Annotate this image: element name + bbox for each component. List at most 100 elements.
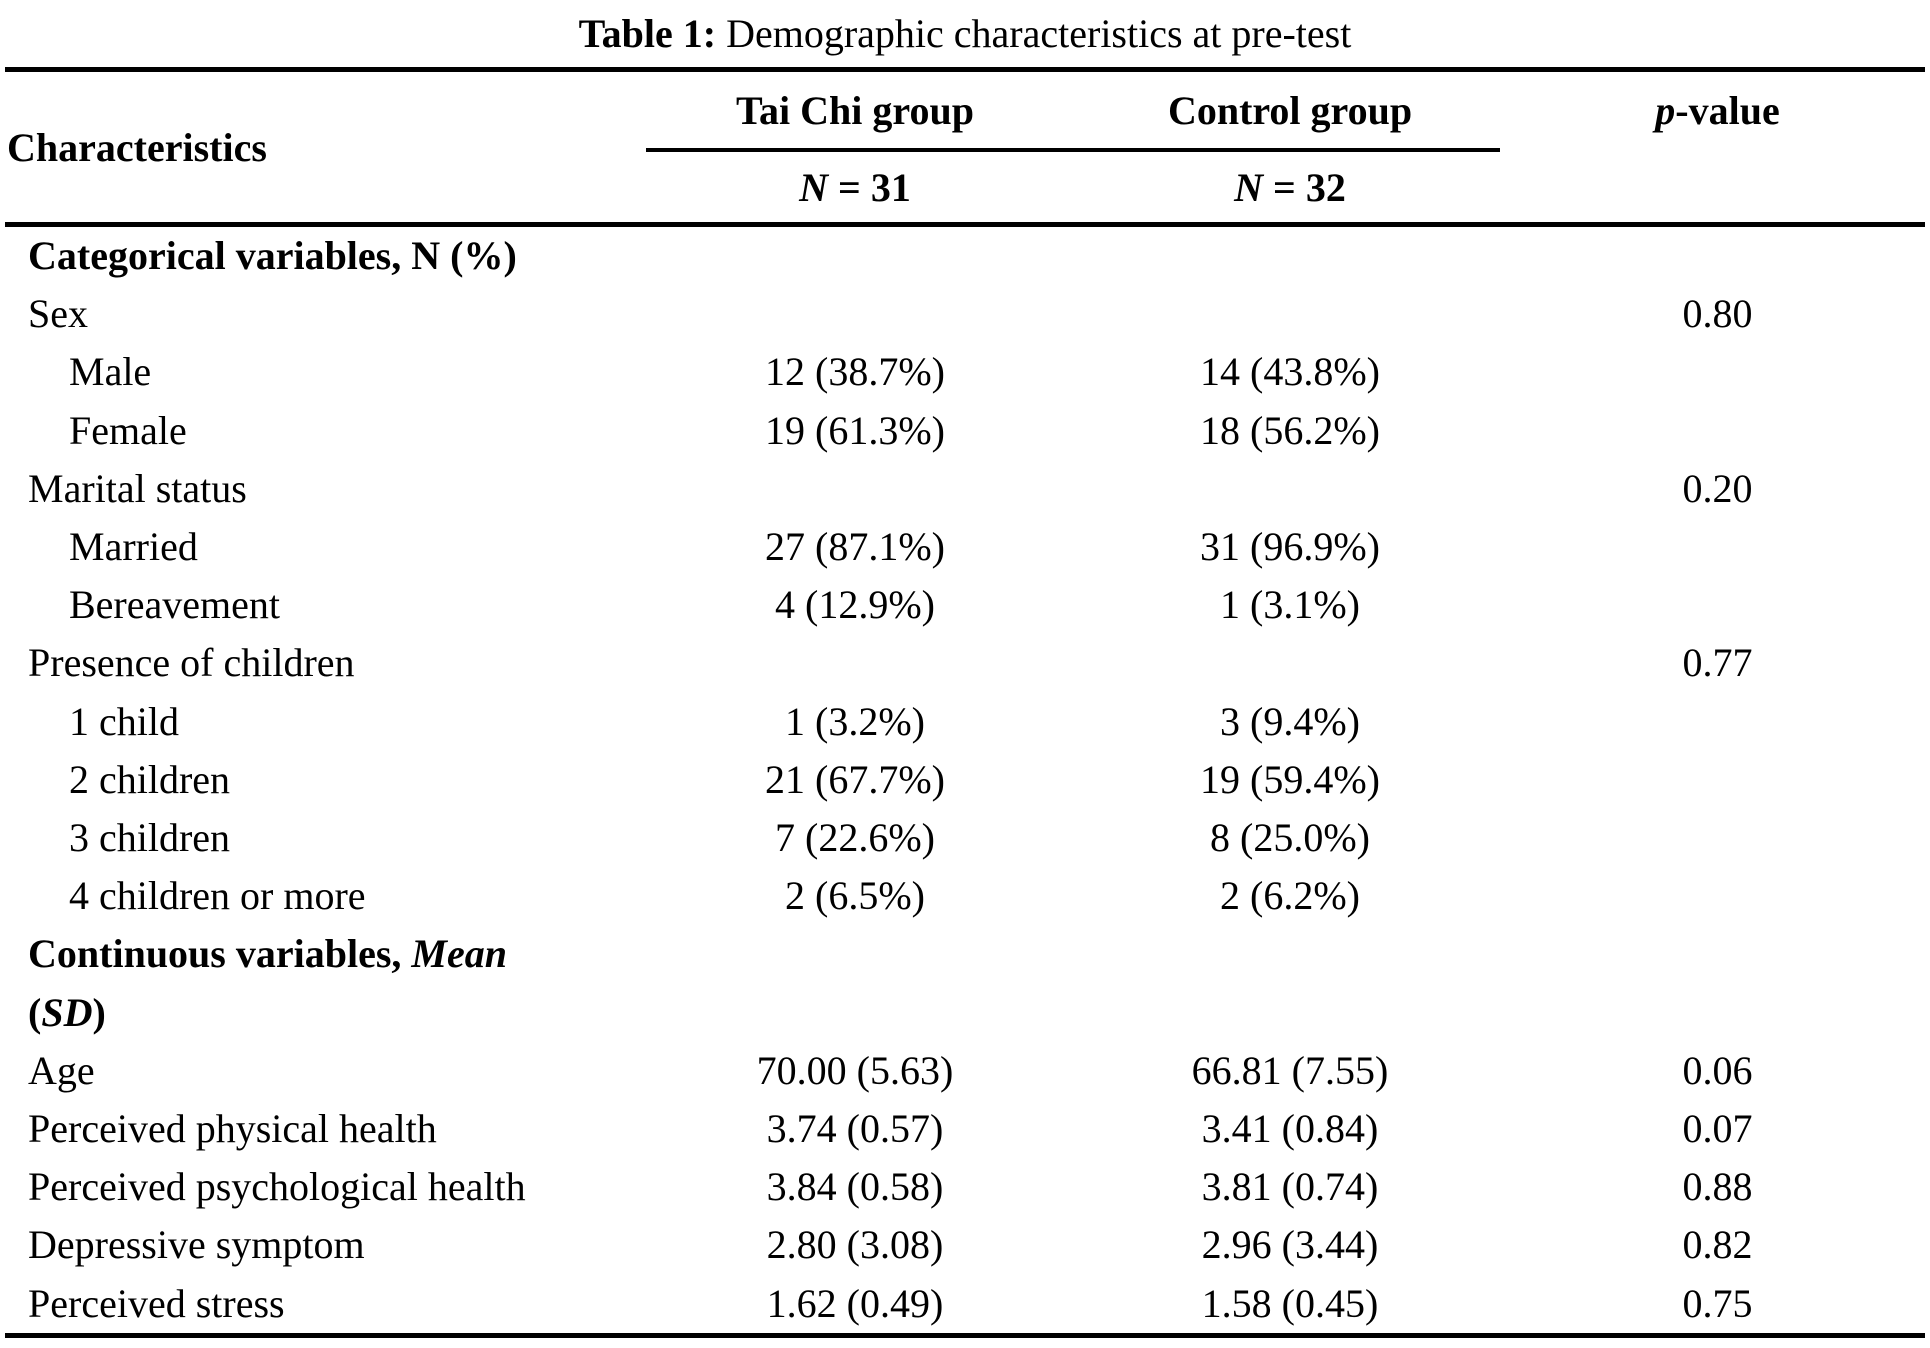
p-value: 0.82 xyxy=(1682,1222,1753,1268)
table-row-marital-status: Marital status 0.20 xyxy=(5,460,1925,518)
table-row-1-child: 1 child 1 (3.2%) 3 (9.4%) xyxy=(5,693,1925,751)
p-value-word: -value xyxy=(1675,87,1780,133)
control-value: 2.96 (3.44) xyxy=(1201,1222,1379,1268)
control-value: 18 (56.2%) xyxy=(1200,407,1380,453)
row-label: Sex xyxy=(28,291,88,337)
control-value xyxy=(1070,227,1510,285)
table-row-categorical-section: Categorical variables, N (%) xyxy=(5,227,1925,285)
p-value: 0.20 xyxy=(1682,465,1753,511)
header-body-rule xyxy=(5,222,1925,227)
table-row-married: Married 27 (87.1%) 31 (96.9%) xyxy=(5,518,1925,576)
row-label: 1 child xyxy=(69,698,179,744)
p-value xyxy=(1510,402,1925,460)
taichi-value: 27 (87.1%) xyxy=(765,524,945,570)
taichi-value: 2.80 (3.08) xyxy=(766,1222,944,1268)
table-number-label: Table 1: xyxy=(578,11,727,56)
group-header-underline xyxy=(646,148,1500,152)
table-body: Categorical variables, N (%) Sex 0.80 Ma… xyxy=(5,227,1925,1333)
control-value: 1.58 (0.45) xyxy=(1201,1280,1379,1326)
row-label: Married xyxy=(69,524,198,570)
table-title: Table 1: Demographic characteristics at … xyxy=(0,0,1930,67)
row-label: Perceived stress xyxy=(28,1280,285,1326)
control-value xyxy=(1070,925,1510,1041)
taichi-value xyxy=(640,460,1070,518)
n-symbol: N xyxy=(1234,164,1264,210)
bottom-rule xyxy=(5,1332,1925,1338)
control-value: 19 (59.4%) xyxy=(1200,756,1380,802)
taichi-value: 12 (38.7%) xyxy=(765,349,945,395)
p-value: 0.77 xyxy=(1682,640,1753,686)
control-value: 8 (25.0%) xyxy=(1210,815,1370,861)
row-label: Female xyxy=(69,407,187,453)
p-value: 0.80 xyxy=(1682,291,1753,337)
table-row-bereavement: Bereavement 4 (12.9%) 1 (3.1%) xyxy=(5,576,1925,634)
taichi-value: 3.84 (0.58) xyxy=(766,1164,944,1210)
control-value xyxy=(1070,285,1510,343)
p-value: 0.88 xyxy=(1682,1164,1753,1210)
col-header-control-group: Control group xyxy=(1167,87,1413,133)
table-row-age: Age 70.00 (5.63) 66.81 (7.55) 0.06 xyxy=(5,1042,1925,1100)
table-row-sex: Sex 0.80 xyxy=(5,285,1925,343)
control-value xyxy=(1070,634,1510,692)
row-label: Depressive symptom xyxy=(28,1222,365,1268)
table-row-female: Female 19 (61.3%) 18 (56.2%) xyxy=(5,402,1925,460)
control-value: 3.41 (0.84) xyxy=(1201,1106,1379,1152)
table-row-3-children: 3 children 7 (22.6%) 8 (25.0%) xyxy=(5,809,1925,867)
taichi-n-count: = 31 xyxy=(828,164,911,210)
p-value xyxy=(1510,867,1925,925)
taichi-value: 70.00 (5.63) xyxy=(756,1047,954,1093)
p-value: 0.75 xyxy=(1682,1280,1753,1326)
p-symbol: p xyxy=(1655,87,1676,133)
table-caption: Demographic characteristics at pre-test xyxy=(726,11,1352,56)
taichi-value: 4 (12.9%) xyxy=(775,582,935,628)
col-header-characteristics: Characteristics xyxy=(7,124,267,170)
demographics-table: Characteristics Tai Chi group Control gr… xyxy=(5,67,1925,1338)
control-value xyxy=(1070,460,1510,518)
top-rule xyxy=(5,67,1925,72)
table-row-depressive-symptom: Depressive symptom 2.80 (3.08) 2.96 (3.4… xyxy=(5,1216,1925,1274)
table-row-male: Male 12 (38.7%) 14 (43.8%) xyxy=(5,343,1925,401)
taichi-value: 7 (22.6%) xyxy=(775,815,935,861)
taichi-value xyxy=(640,227,1070,285)
control-n-count: = 32 xyxy=(1263,164,1346,210)
table-row-perceived-psychological-health: Perceived psychological health 3.84 (0.5… xyxy=(5,1158,1925,1216)
mean-label: Mean xyxy=(411,931,507,977)
taichi-value: 19 (61.3%) xyxy=(765,407,945,453)
p-value xyxy=(1510,576,1925,634)
row-label: Categorical variables, N (%) xyxy=(28,233,517,278)
p-value xyxy=(1510,925,1925,1041)
row-label: 4 children or more xyxy=(69,873,366,919)
sd-label: SD xyxy=(41,989,93,1035)
table-row-perceived-physical-health: Perceived physical health 3.74 (0.57) 3.… xyxy=(5,1100,1925,1158)
row-label: Marital status xyxy=(28,465,247,511)
p-value xyxy=(1510,693,1925,751)
table-row-perceived-stress: Perceived stress 1.62 (0.49) 1.58 (0.45)… xyxy=(5,1275,1925,1333)
p-value xyxy=(1510,751,1925,809)
taichi-value: 2 (6.5%) xyxy=(785,873,925,919)
control-value: 1 (3.1%) xyxy=(1220,582,1360,628)
row-label: Continuous variables, Mean (SD) xyxy=(28,931,507,1035)
col-header-taichi-group: Tai Chi group xyxy=(736,87,974,133)
control-sample-size: N = 32 xyxy=(1070,164,1510,211)
table-row-continuous-section: Continuous variables, Mean (SD) xyxy=(5,925,1925,1041)
control-value: 2 (6.2%) xyxy=(1220,873,1360,919)
taichi-value: 1 (3.2%) xyxy=(785,698,925,744)
p-value xyxy=(1510,518,1925,576)
p-value: 0.07 xyxy=(1682,1106,1753,1152)
control-value: 14 (43.8%) xyxy=(1200,349,1380,395)
table-row-presence-of-children: Presence of children 0.77 xyxy=(5,634,1925,692)
taichi-value: 1.62 (0.49) xyxy=(766,1280,944,1326)
row-label: Male xyxy=(69,349,152,395)
taichi-sample-size: N = 31 xyxy=(640,164,1070,211)
table-row-4-children-or-more: 4 children or more 2 (6.5%) 2 (6.2%) xyxy=(5,867,1925,925)
control-value: 3 (9.4%) xyxy=(1220,698,1360,744)
row-label: Perceived psychological health xyxy=(28,1164,526,1210)
row-label: Age xyxy=(28,1047,95,1093)
taichi-value xyxy=(640,634,1070,692)
p-value xyxy=(1510,343,1925,401)
table-row-2-children: 2 children 21 (67.7%) 19 (59.4%) xyxy=(5,751,1925,809)
row-label: Presence of children xyxy=(28,640,355,686)
row-label: Perceived physical health xyxy=(28,1106,437,1152)
control-value: 3.81 (0.74) xyxy=(1201,1164,1379,1210)
